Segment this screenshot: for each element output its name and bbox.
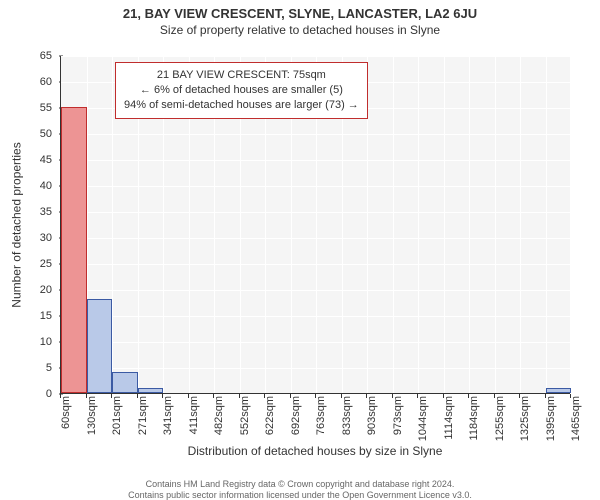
info-line: ← 6% of detached houses are smaller (5) xyxy=(124,83,359,98)
y-tick-label: 5 xyxy=(0,362,58,374)
gridline-vertical xyxy=(444,56,445,393)
info-line: 21 BAY VIEW CRESCENT: 75sqm xyxy=(124,68,359,83)
gridline-vertical xyxy=(546,56,547,393)
y-tick-label: 60 xyxy=(0,76,58,88)
gridline-vertical xyxy=(418,56,419,393)
histogram-bar-highlight xyxy=(61,107,87,393)
footer-credits: Contains HM Land Registry data © Crown c… xyxy=(0,479,600,500)
y-tick-label: 50 xyxy=(0,128,58,140)
info-box: 21 BAY VIEW CRESCENT: 75sqm ← 6% of deta… xyxy=(115,62,368,119)
y-tick-label: 30 xyxy=(0,232,58,244)
y-tick-label: 25 xyxy=(0,258,58,270)
gridline-vertical xyxy=(112,56,113,393)
x-axis-label: Distribution of detached houses by size … xyxy=(60,444,570,458)
gridline-vertical xyxy=(495,56,496,393)
footer-line: Contains public sector information licen… xyxy=(0,490,600,500)
chart-title: 21, BAY VIEW CRESCENT, SLYNE, LANCASTER,… xyxy=(0,6,600,21)
chart-subtitle: Size of property relative to detached ho… xyxy=(0,23,600,37)
y-tick-label: 40 xyxy=(0,180,58,192)
footer-line: Contains HM Land Registry data © Crown c… xyxy=(0,479,600,491)
gridline-vertical xyxy=(393,56,394,393)
y-tick-label: 55 xyxy=(0,102,58,114)
y-tick-label: 10 xyxy=(0,336,58,348)
histogram-bar xyxy=(546,388,572,393)
y-tick-label: 45 xyxy=(0,154,58,166)
chart-container: 21, BAY VIEW CRESCENT, SLYNE, LANCASTER,… xyxy=(0,6,600,500)
y-tick-label: 15 xyxy=(0,310,58,322)
y-tick-label: 65 xyxy=(0,50,58,62)
histogram-bar xyxy=(87,299,113,393)
histogram-bar xyxy=(112,372,138,393)
y-tick-label: 35 xyxy=(0,206,58,218)
histogram-bar xyxy=(138,388,164,393)
y-tick-label: 0 xyxy=(0,388,58,400)
gridline-vertical xyxy=(520,56,521,393)
info-line: 94% of semi-detached houses are larger (… xyxy=(124,98,359,113)
gridline-vertical xyxy=(571,56,572,393)
y-tick-label: 20 xyxy=(0,284,58,296)
gridline-vertical xyxy=(469,56,470,393)
